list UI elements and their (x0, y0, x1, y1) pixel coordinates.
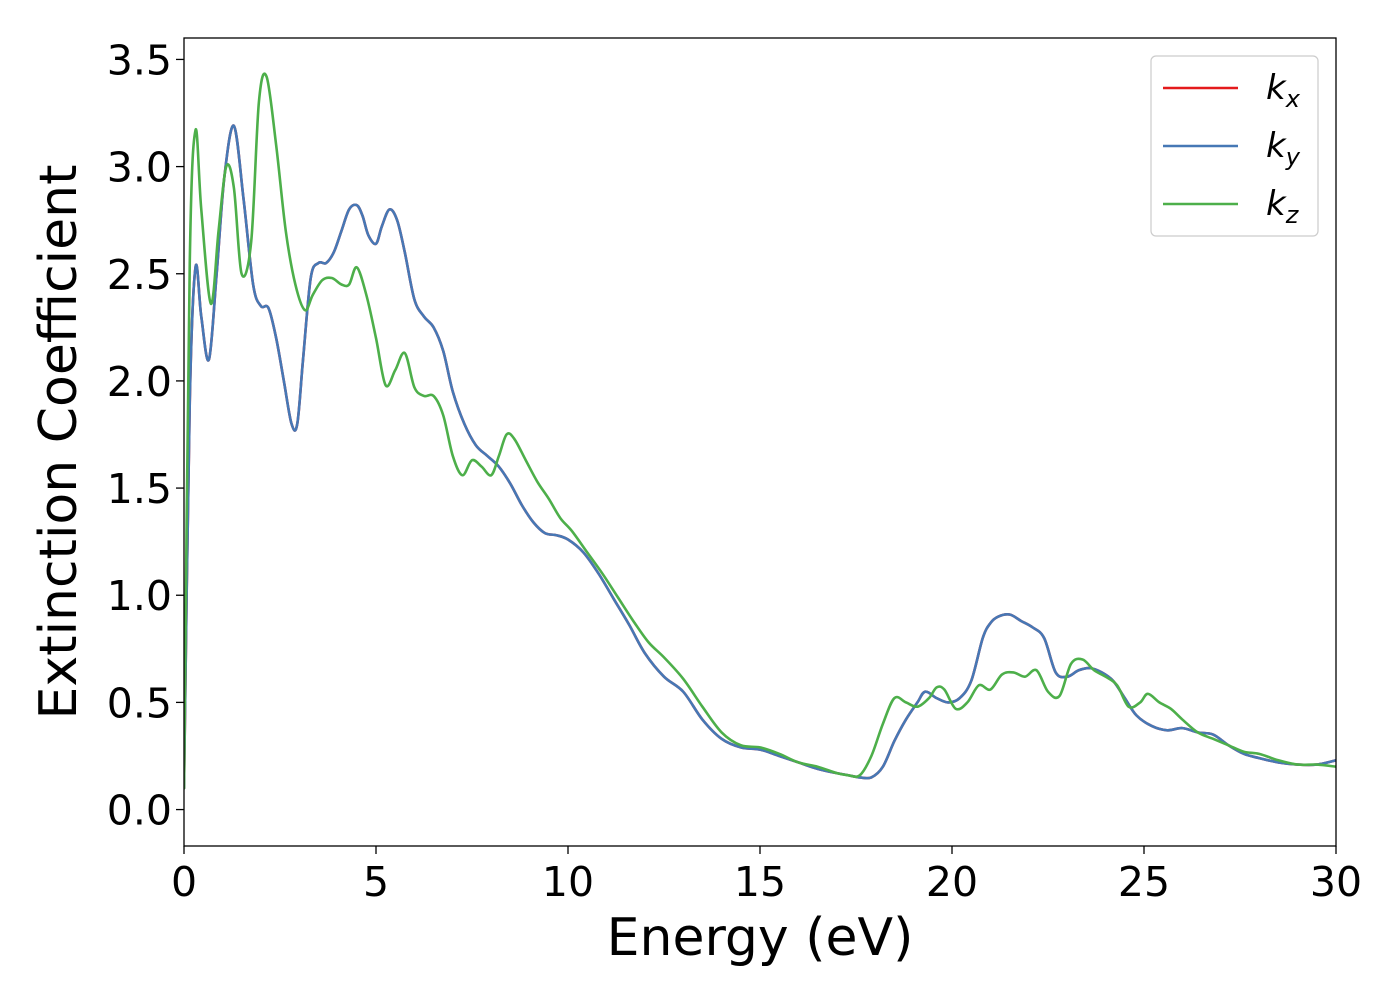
x-axis-title: Energy (eV) (607, 908, 914, 968)
x-tick-label: 15 (734, 858, 786, 906)
legend: kx ky kz (1150, 55, 1319, 237)
x-tick-label: 10 (542, 858, 594, 906)
x-axis: 0 5 10 15 20 25 30 (171, 846, 1362, 906)
y-tick-label: 3.5 (107, 36, 172, 84)
series-line-ky (184, 124, 1336, 790)
x-tick-label: 5 (363, 858, 389, 906)
x-tick-label: 0 (171, 858, 197, 906)
x-tick-label: 30 (1310, 858, 1362, 906)
x-tick-label: 25 (1118, 858, 1170, 906)
legend-label: kz (1266, 184, 1300, 229)
plot-background (184, 38, 1336, 846)
y-tick-label: 0.0 (107, 787, 172, 835)
y-axis-title: Extinction Coefficient (29, 165, 89, 720)
y-tick-label: 1.0 (107, 572, 172, 620)
x-tick-label: 20 (926, 858, 978, 906)
y-tick-label: 0.5 (107, 679, 172, 727)
series-line-kz (184, 72, 1336, 790)
legend-label: kx (1266, 68, 1301, 113)
y-tick-label: 3.0 (107, 144, 172, 192)
y-tick-label: 2.0 (107, 358, 172, 406)
series-layer (184, 72, 1336, 790)
y-tick-label: 1.5 (107, 465, 172, 513)
legend-label: ky (1266, 126, 1301, 171)
y-tick-label: 2.5 (107, 251, 172, 299)
y-axis: 0.0 0.5 1.0 1.5 2.0 2.5 3.0 3.5 (107, 36, 184, 835)
